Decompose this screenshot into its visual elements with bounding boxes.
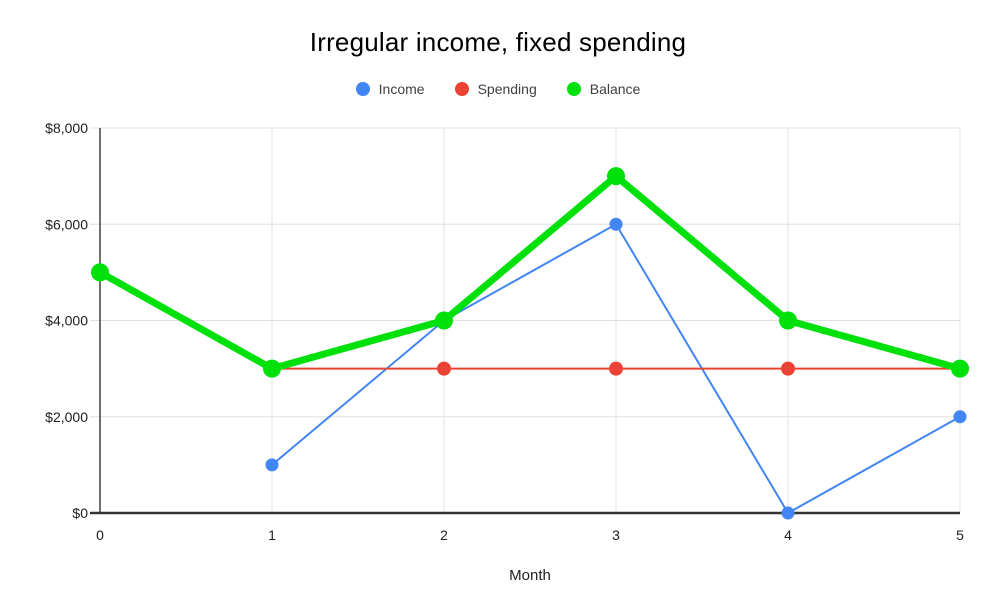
legend-label-income: Income [378,81,425,97]
series-point-balance [435,311,453,330]
series-point-spending [437,361,451,376]
series-line-balance [96,172,964,373]
series-point-balance [91,263,109,282]
legend-item-spending: Spending [454,81,537,97]
y-tick-label: $8,000 [45,120,88,136]
x-tick-label: 5 [956,527,964,543]
series-point-income [265,458,279,472]
y-tick-label: $0 [72,505,88,521]
x-tick-label: 3 [612,527,620,543]
chart-title: Irregular income, fixed spending [309,27,687,57]
legend-label-spending: Spending [477,81,537,97]
x-tick-label: 1 [268,527,276,543]
series-point-income [953,410,967,424]
series-point-income [609,217,623,231]
y-tick-label: $4,000 [45,313,88,329]
x-tick-label: 4 [784,527,792,543]
y-tick-label: $6,000 [45,216,88,232]
series-point-balance [951,359,969,378]
legend-item-balance: Balance [566,81,641,97]
legend-label-balance: Balance [589,81,641,97]
legend-item-income: Income [355,81,425,97]
legend-swatch-balance [566,82,581,96]
series-point-spending [609,361,623,376]
x-tick-label: 2 [440,527,448,543]
x-tick-label: 0 [96,527,104,543]
legend-swatch-spending [454,82,469,96]
series-point-spending [781,361,795,376]
series-point-balance [263,359,281,378]
series-point-balance [607,167,625,186]
x-axis-title: Month [509,567,551,584]
series-point-balance [779,311,797,330]
y-tick-label: $2,000 [45,409,88,425]
legend-swatch-income [355,82,370,96]
chart-legend: Income Spending Balance [0,78,996,100]
series-point-income [781,506,795,520]
